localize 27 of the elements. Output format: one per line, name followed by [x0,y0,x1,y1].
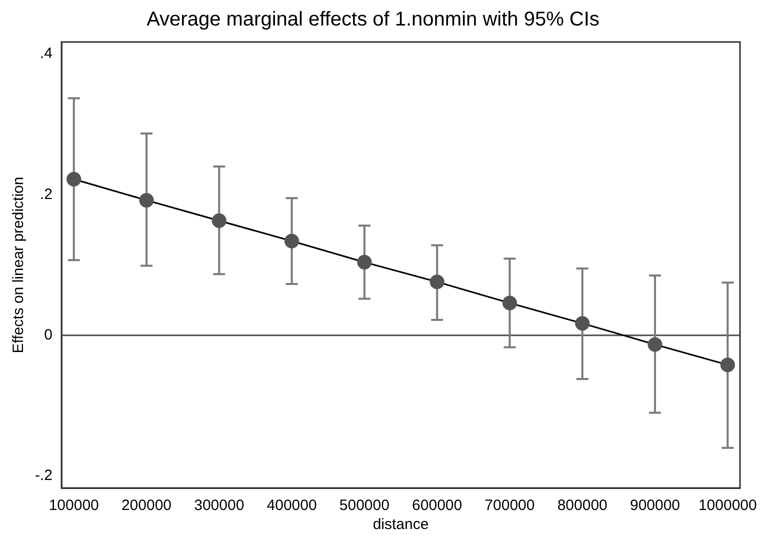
y-tick-label: -.2 [34,467,53,484]
x-tick-label: 100000 [48,497,99,514]
point [66,172,82,186]
point [575,316,590,331]
x-tick-label: 600000 [412,497,462,514]
y-tick-label: .4 [40,45,53,62]
point [357,254,372,270]
x-axis-title: distance [372,516,429,534]
x-tick-label: 400000 [266,497,317,514]
point [212,213,226,228]
point [284,234,300,248]
x-tick-label: 900000 [630,497,680,514]
x-tick-label: 300000 [194,497,244,514]
point [139,192,154,208]
x-tick-label: 200000 [121,497,172,514]
x-tick-label: 800000 [557,497,608,514]
y-axis-title: Effects on linear prediction [10,176,28,354]
point [430,274,444,290]
y-tick-label: .2 [40,186,53,203]
point [502,296,518,310]
y-tick-label: 0 [44,326,53,344]
chart-title: Average marginal effects of 1.nonmin with 95% CIs [146,8,600,31]
x-tick-label: 500000 [339,497,390,514]
x-tick-label: 1000000 [698,497,757,514]
point [720,358,735,372]
point [648,337,662,352]
x-tick-label: 700000 [484,497,535,514]
